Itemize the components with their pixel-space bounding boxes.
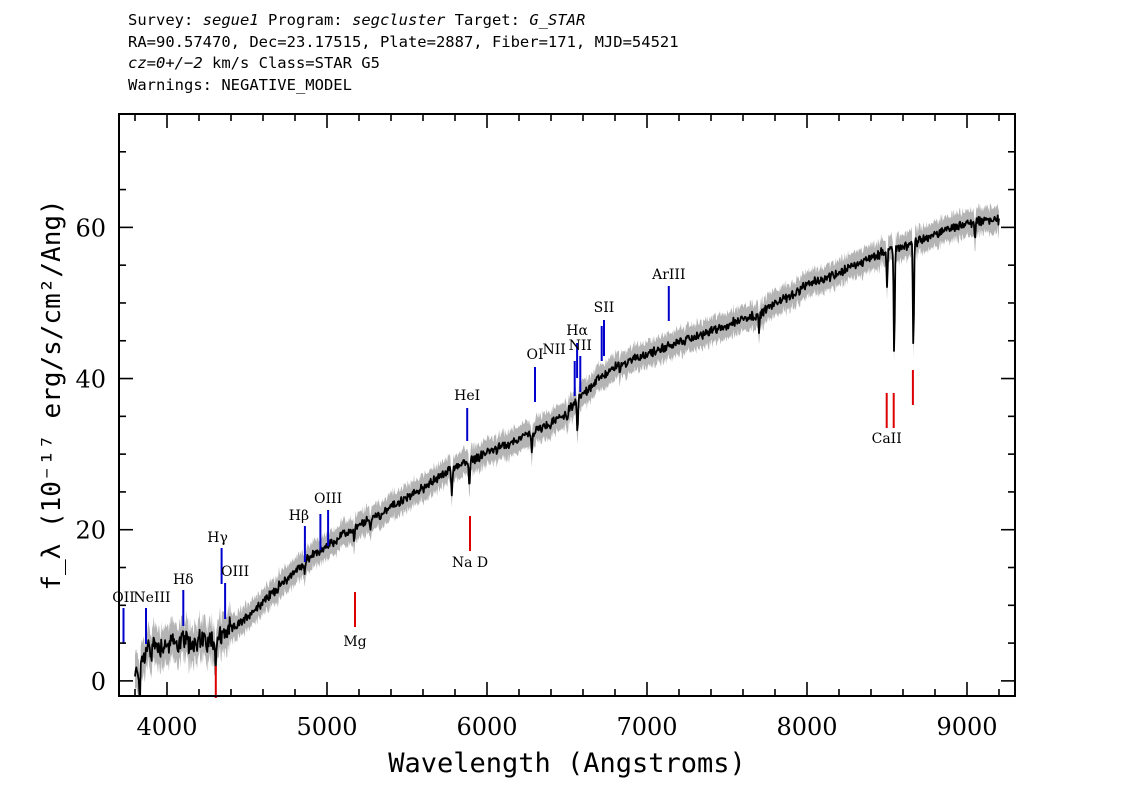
y-tick-label: 60 bbox=[75, 214, 106, 242]
emission-line-label-3: Hγ bbox=[207, 530, 228, 546]
emission-line-label-0: OII bbox=[112, 590, 135, 606]
emission-line-label-5: Hβ bbox=[289, 508, 309, 524]
header-class-value: km/s Class=STAR G5 bbox=[202, 54, 380, 72]
header-survey-key: Survey: bbox=[128, 11, 203, 29]
emission-line-label-nii-left: NII bbox=[543, 342, 566, 358]
flux-error-area bbox=[135, 202, 999, 696]
header-line-warnings: Warnings: NEGATIVE_MODEL bbox=[128, 75, 352, 94]
emission-line-label-11: Hα bbox=[566, 323, 588, 339]
emission-line-label-14: SII bbox=[594, 300, 615, 316]
header-target-key: Target: bbox=[445, 11, 530, 29]
plot-frame bbox=[118, 113, 1016, 697]
absorption-line-label-19: CaII bbox=[872, 431, 902, 447]
emission-line-label-1: NeIII bbox=[133, 590, 170, 606]
emission-line-label-9: OI bbox=[526, 347, 543, 363]
flux-series bbox=[134, 214, 1000, 697]
x-tick-label: 8000 bbox=[776, 713, 837, 741]
x-tick-label: 5000 bbox=[296, 713, 357, 741]
x-axis-label: Wavelength (Angstroms) bbox=[388, 748, 746, 779]
axis-ticks: 4000 5000 6000 7000 8000 9000 0 20 40 60 bbox=[75, 114, 1015, 741]
x-tick-label: 9000 bbox=[936, 713, 997, 741]
header-survey-value: segue1 bbox=[202, 11, 259, 29]
header-line-coordinates: RA=90.57470, Dec=23.17515, Plate=2887, F… bbox=[128, 32, 679, 51]
x-tick-label: 7000 bbox=[616, 713, 677, 741]
x-tick-label: 4000 bbox=[136, 713, 197, 741]
flux-line bbox=[134, 214, 1000, 697]
absorption-line-label-17: Mg bbox=[343, 634, 366, 650]
flux-error-band bbox=[135, 202, 999, 696]
emission-line-label-12: NII bbox=[569, 338, 592, 354]
y-tick-label: 40 bbox=[75, 366, 106, 394]
absorption-line-label-18: Na D bbox=[452, 555, 488, 571]
y-axis-label: f_λ (10⁻¹⁷ erg/s/cm²/Ang) bbox=[37, 199, 67, 590]
emission-line-label-4: OIII bbox=[221, 564, 249, 580]
y-tick-label: 0 bbox=[91, 668, 106, 696]
emission-line-label-2: Hδ bbox=[173, 572, 194, 588]
emission-line-label-7: OIII bbox=[314, 491, 342, 507]
emission-line-label-15: ArIII bbox=[651, 267, 685, 283]
header-target-value: G_STAR bbox=[529, 11, 586, 29]
header-line-survey: Survey: segue1 Program: segcluster Targe… bbox=[128, 10, 679, 32]
header-line-redshift: cz=0+/−2 km/s Class=STAR G5 bbox=[128, 53, 679, 75]
spectrum-header: Survey: segue1 Program: segcluster Targe… bbox=[128, 10, 679, 96]
header-program-value: segcluster bbox=[351, 11, 446, 29]
y-tick-label: 20 bbox=[75, 517, 106, 545]
header-cz-value: cz=0+/−2 bbox=[128, 54, 203, 72]
x-tick-label: 6000 bbox=[456, 713, 517, 741]
emission-line-label-8: HeI bbox=[454, 388, 480, 404]
header-program-key: Program: bbox=[258, 11, 352, 29]
